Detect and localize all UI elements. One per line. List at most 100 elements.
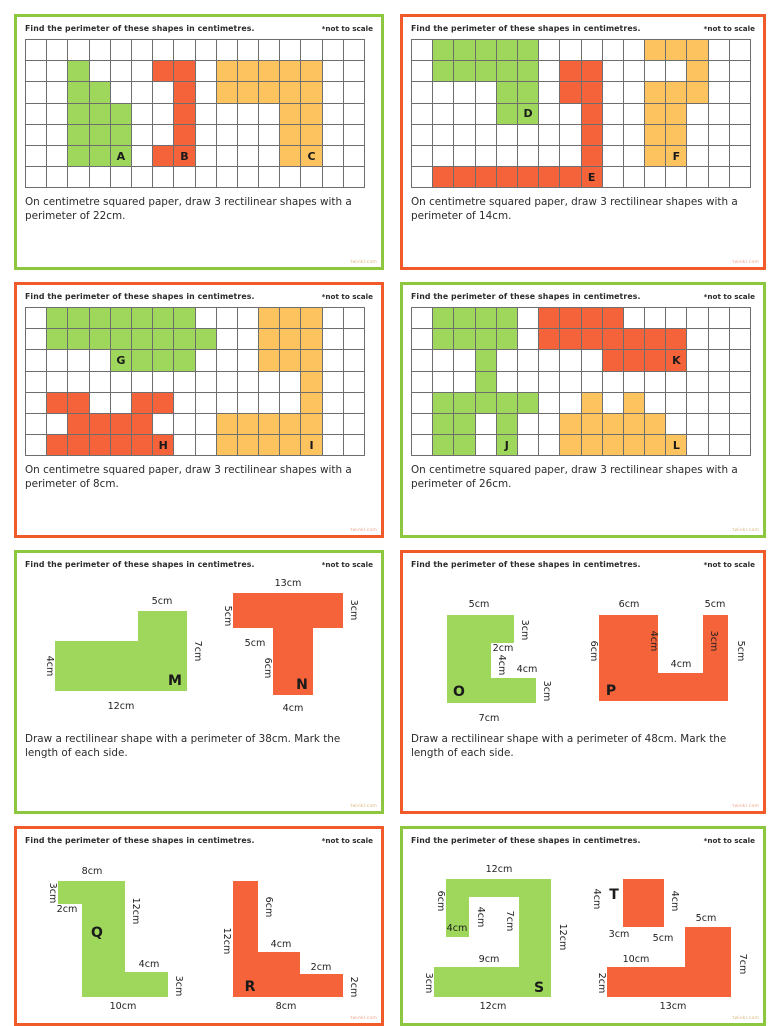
grid-cell	[215, 328, 238, 351]
grid-cell	[279, 306, 302, 330]
grid-cell	[580, 370, 603, 393]
grid-cell	[24, 306, 48, 330]
card-1: Find the perimeter of these shapes in ce…	[14, 14, 384, 270]
label-N-13cm: 13cm	[275, 578, 302, 589]
grid-cell	[321, 102, 344, 125]
question-text: Find the perimeter of these shapes in ce…	[25, 836, 255, 845]
grid-cell	[215, 349, 238, 372]
grid-cell	[580, 144, 603, 168]
grid-cell	[88, 306, 111, 330]
grid-cell	[236, 102, 260, 125]
card-2: Find the perimeter of these shapes in ce…	[400, 14, 766, 270]
label-O-4cm-h: 4cm	[517, 664, 538, 675]
label-M-7cm: 7cm	[192, 641, 203, 662]
grid-cell	[728, 306, 752, 330]
label-N-6cm: 6cm	[262, 658, 273, 679]
shape-M	[55, 611, 187, 691]
grid-cell: F	[665, 144, 688, 168]
grid-cell	[46, 81, 69, 104]
grid-row	[24, 81, 366, 104]
label-O-4cm-v: 4cm	[496, 655, 507, 676]
question-text: Find the perimeter of these shapes in ce…	[25, 292, 255, 301]
grid-cell	[474, 349, 497, 372]
not-to-scale-note: *not to scale	[703, 560, 755, 569]
shape-N	[233, 593, 343, 695]
grid-row	[24, 38, 366, 62]
grid-cell	[474, 166, 497, 189]
grid-cell	[474, 81, 497, 104]
grid-cell	[236, 81, 260, 104]
grid-cell	[300, 370, 323, 393]
grid-cell: A	[109, 144, 132, 168]
grid-cell	[410, 349, 434, 372]
grid-cell	[453, 102, 476, 125]
grid-cell	[538, 328, 561, 351]
label-S-3cm: 3cm	[423, 973, 434, 994]
grid-row: A B C	[24, 144, 366, 168]
grid-cell	[432, 144, 455, 168]
grid-cell	[474, 328, 497, 351]
grid-cell	[46, 306, 69, 330]
grid-cell	[236, 38, 260, 62]
grid-cell	[130, 144, 154, 168]
grid-cell	[601, 370, 624, 393]
shape-letter-M: M	[168, 673, 182, 689]
shape-letter-Q: Q	[91, 925, 103, 941]
shape-letter-N: N	[296, 677, 308, 693]
shape-letter-R: R	[245, 979, 256, 995]
grid-cell	[495, 306, 518, 330]
grid-cell	[279, 328, 302, 351]
grid-cell	[109, 370, 132, 393]
grid-cell	[24, 60, 48, 83]
grid-cell	[432, 370, 455, 393]
grid-cell: E	[580, 166, 603, 189]
grid-row: D	[410, 102, 752, 125]
grid-cell	[130, 60, 154, 83]
grid-cell	[559, 370, 582, 393]
grid-cell	[173, 60, 196, 83]
grid-cell	[321, 306, 344, 330]
grid-cell	[622, 328, 646, 351]
grid-cell	[644, 144, 667, 168]
grid-cell	[474, 102, 497, 125]
grid-cell	[173, 328, 196, 351]
grid-cell	[109, 306, 132, 330]
instruction-text: Draw a rectilinear shape with a perimete…	[25, 733, 341, 760]
grid-cell	[109, 102, 132, 125]
grid-cell	[88, 349, 111, 372]
grid-cell	[453, 370, 476, 393]
shape-T	[601, 879, 731, 997]
grid-cell	[173, 434, 196, 457]
grid-cell	[580, 306, 603, 330]
grid-cell	[88, 328, 111, 351]
grid-cell	[67, 328, 90, 351]
label-O-3cm: 3cm	[519, 620, 530, 641]
question-text: Find the perimeter of these shapes in ce…	[25, 24, 255, 33]
grid-cell	[538, 123, 561, 146]
not-to-scale-note: *not to scale	[321, 560, 373, 569]
grid-cell	[453, 60, 476, 83]
label-Q-12cm: 12cm	[130, 898, 141, 925]
grid-cell	[432, 102, 455, 125]
grid-cell	[728, 412, 752, 436]
grid-cell	[495, 144, 518, 168]
grid-cell	[665, 123, 688, 146]
grid-cell	[46, 38, 69, 62]
grid-cell	[130, 166, 154, 189]
label-S-9cm: 9cm	[479, 954, 500, 965]
grid-cell	[495, 370, 518, 393]
grid-cell	[686, 349, 709, 372]
grid-cell	[665, 391, 688, 414]
grid-cell	[130, 123, 154, 146]
grid-cell	[236, 391, 260, 414]
grid-cell	[580, 434, 603, 457]
grid-cell	[215, 102, 238, 125]
grid-cell: L	[665, 434, 688, 457]
grid-cell	[67, 391, 90, 414]
label-S-6cm: 6cm	[435, 891, 446, 912]
question-text: Find the perimeter of these shapes in ce…	[25, 560, 255, 569]
grid-cell	[88, 166, 111, 189]
grid-cell	[622, 38, 646, 62]
grid-cell	[622, 60, 646, 83]
